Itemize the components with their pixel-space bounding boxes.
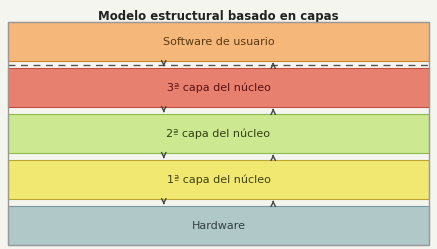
Bar bbox=[8, 206, 429, 245]
Bar bbox=[8, 22, 429, 61]
Text: 3ª capa del núcleo: 3ª capa del núcleo bbox=[166, 82, 271, 93]
Text: Modelo estructural basado en capas: Modelo estructural basado en capas bbox=[98, 10, 339, 23]
Text: Software de usuario: Software de usuario bbox=[163, 37, 274, 47]
Bar bbox=[8, 22, 429, 245]
Text: 2ª capa del núcleo: 2ª capa del núcleo bbox=[166, 128, 271, 139]
Bar bbox=[8, 68, 429, 107]
Bar bbox=[8, 114, 429, 153]
Text: 1ª capa del núcleo: 1ª capa del núcleo bbox=[166, 174, 271, 185]
Text: Hardware: Hardware bbox=[191, 221, 246, 231]
Bar bbox=[8, 160, 429, 199]
